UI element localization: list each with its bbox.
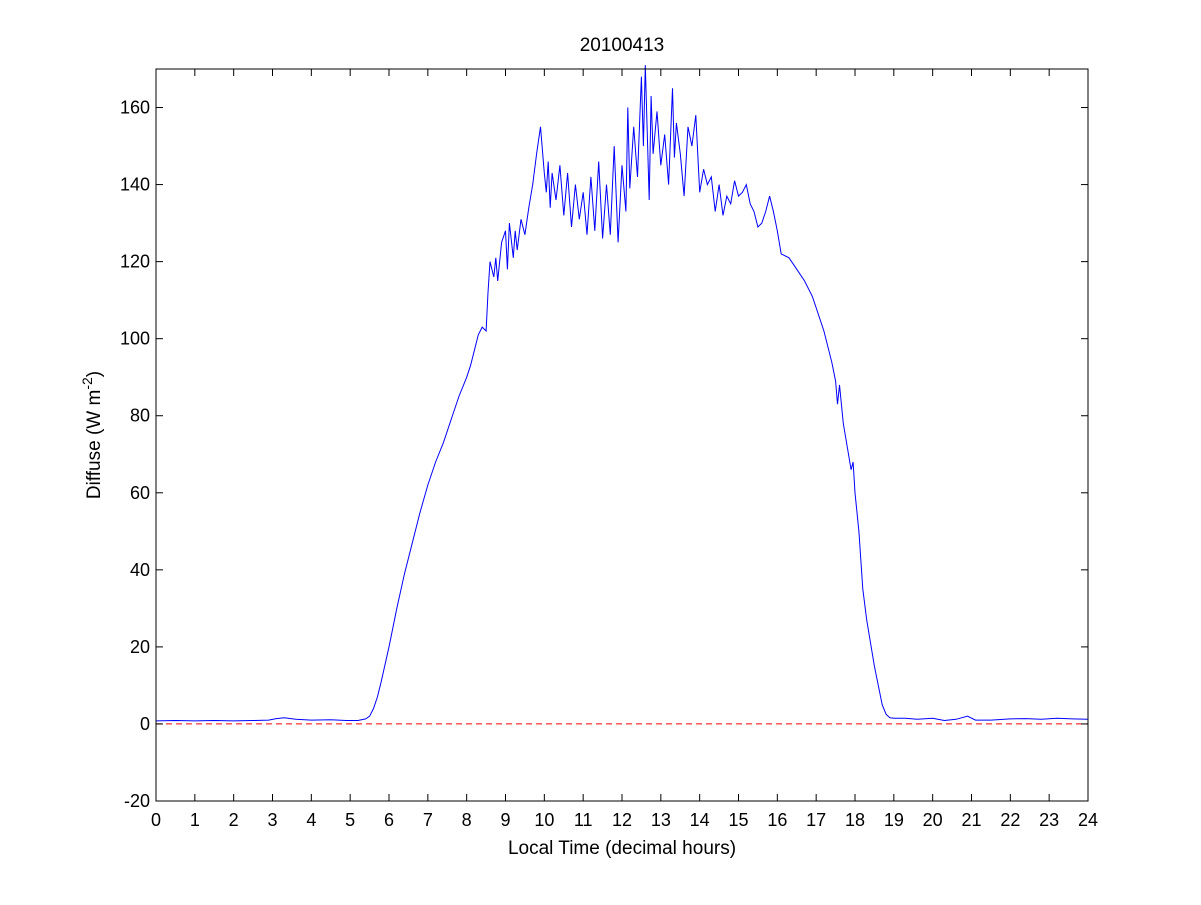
chart-title: 20100413: [580, 35, 665, 56]
x-tick-label: 23: [1039, 810, 1059, 830]
x-tick-label: 15: [728, 810, 748, 830]
x-tick-label: 20: [923, 810, 943, 830]
x-tick-label: 16: [767, 810, 787, 830]
x-tick-label: 7: [423, 810, 433, 830]
x-tick-label: 1: [190, 810, 200, 830]
y-tick-label: 0: [140, 714, 150, 734]
y-tick-label: 160: [120, 98, 150, 118]
x-axis-label: Local Time (decimal hours): [508, 838, 736, 859]
x-tick-label: 4: [306, 810, 316, 830]
x-tick-label: 9: [500, 810, 510, 830]
y-tick-label: 60: [130, 483, 150, 503]
x-tick-label: 19: [884, 810, 904, 830]
y-tick-label: 20: [130, 637, 150, 657]
series-layer: [155, 65, 1089, 725]
x-tick-label: 10: [534, 810, 554, 830]
x-tick-label: 13: [651, 810, 671, 830]
y-axis-label-main: Diffuse (W m: [84, 390, 105, 499]
y-tick-label: 120: [120, 252, 150, 272]
x-tick-label: 11: [574, 810, 593, 830]
x-tick-label: 3: [267, 810, 277, 830]
x-tick-label: 6: [384, 810, 394, 830]
y-tick-label: -20: [124, 791, 150, 811]
x-tick-label: 5: [345, 810, 355, 830]
y-axis-label-close: ): [84, 371, 105, 377]
y-tick-label: 100: [120, 329, 150, 349]
x-tick-label: 17: [806, 810, 826, 830]
x-tick-label: 22: [1000, 810, 1020, 830]
y-tick-label: 40: [130, 560, 150, 580]
plot-frame: [155, 68, 1089, 802]
y-axis-label-superscript: -2: [79, 377, 95, 390]
x-tick-label: 8: [462, 810, 472, 830]
x-tick-label: 18: [845, 810, 865, 830]
ticks-layer: 0 1 2 3 4 5 6 7 8 9 10 11 12 13 14 15 16 17 18 19 20 21 22 23 24…: [120, 69, 1098, 830]
x-tick-label: 14: [690, 810, 710, 830]
x-tick-label: 21: [961, 810, 981, 830]
y-tick-label: 80: [130, 406, 150, 426]
x-tick-label: 2: [229, 810, 239, 830]
y-axis-label: Diffuse (W m-2): [79, 371, 105, 499]
x-tick-label: 12: [612, 810, 632, 830]
y-tick-label: 140: [120, 175, 150, 195]
x-tick-label: 0: [151, 810, 161, 830]
diffuse-series-line: [155, 65, 1089, 722]
x-tick-label: 24: [1078, 810, 1098, 830]
